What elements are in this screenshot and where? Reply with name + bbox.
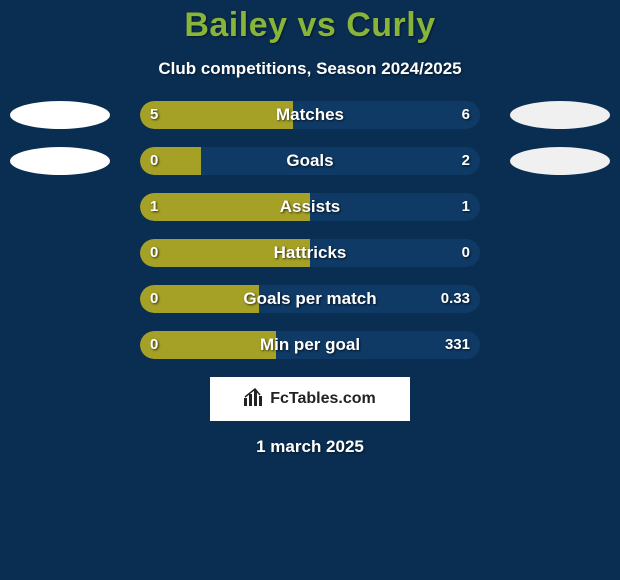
logo-text: FcTables.com xyxy=(270,390,376,408)
stat-bar-fill xyxy=(140,101,293,129)
subtitle: Club competitions, Season 2024/2025 xyxy=(0,59,620,79)
stat-value-right: 0.33 xyxy=(441,285,470,313)
stat-row: 00.33Goals per match xyxy=(0,285,620,313)
player-oval-left xyxy=(10,147,110,175)
stat-value-right: 1 xyxy=(462,193,470,221)
chart-icon xyxy=(244,388,264,411)
stat-bar-track: 0331Min per goal xyxy=(140,331,480,359)
stats-container: 56Matches02Goals11Assists00Hattricks00.3… xyxy=(0,101,620,359)
stat-bar-fill xyxy=(140,147,201,175)
player-oval-right xyxy=(510,101,610,129)
stat-bar-fill xyxy=(140,285,259,313)
date-text: 1 march 2025 xyxy=(0,437,620,457)
stat-bar-fill xyxy=(140,239,310,267)
stat-bar-track: 00Hattricks xyxy=(140,239,480,267)
player-oval-left xyxy=(10,101,110,129)
stat-bar-fill xyxy=(140,193,310,221)
page-title: Bailey vs Curly xyxy=(0,6,620,45)
stat-row: 56Matches xyxy=(0,101,620,129)
logo-box: FcTables.com xyxy=(210,377,410,421)
stat-value-right: 2 xyxy=(462,147,470,175)
stat-bar-track: 02Goals xyxy=(140,147,480,175)
stat-value-right: 6 xyxy=(462,101,470,129)
stat-bar-fill xyxy=(140,331,276,359)
stat-bar-track: 56Matches xyxy=(140,101,480,129)
stat-row: 02Goals xyxy=(0,147,620,175)
stat-value-right: 0 xyxy=(462,239,470,267)
stat-bar-track: 00.33Goals per match xyxy=(140,285,480,313)
stat-bar-track: 11Assists xyxy=(140,193,480,221)
stat-row: 0331Min per goal xyxy=(0,331,620,359)
stat-value-right: 331 xyxy=(445,331,470,359)
comparison-card: Bailey vs Curly Club competitions, Seaso… xyxy=(0,0,620,580)
player-oval-right xyxy=(510,147,610,175)
stat-row: 11Assists xyxy=(0,193,620,221)
stat-row: 00Hattricks xyxy=(0,239,620,267)
